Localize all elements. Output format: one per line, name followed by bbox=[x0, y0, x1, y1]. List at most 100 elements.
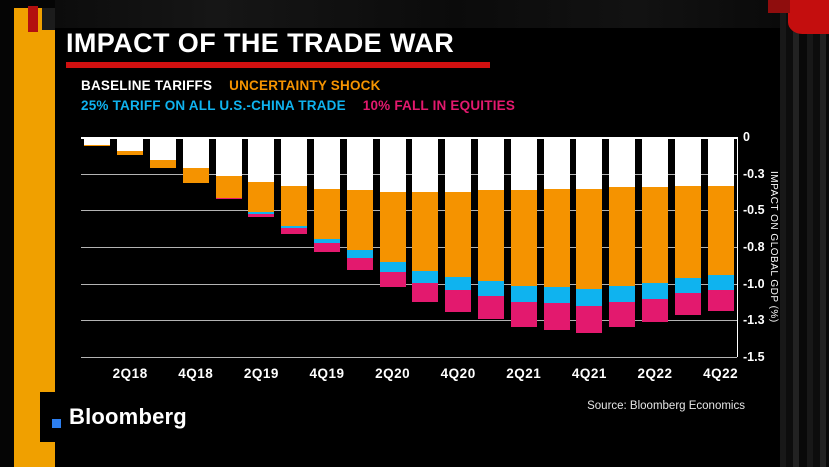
segment-uncertainty-shock bbox=[510, 190, 537, 286]
bar-4q20 bbox=[445, 139, 472, 313]
bloomberg-wordmark: Bloomberg bbox=[69, 404, 187, 429]
gdp-impact-chart-plot bbox=[81, 137, 738, 358]
segment-25-tariff-on-all-u-s-china-trade bbox=[576, 288, 603, 307]
chart-panel: IMPACT OF THE TRADE WAR BASELINE TARIFFS… bbox=[55, 0, 782, 467]
segment-25-tariff-on-all-u-s-china-trade bbox=[379, 262, 406, 273]
x-tick-label: 4Q22 bbox=[703, 366, 739, 381]
segment-10-fall-in-equities bbox=[412, 282, 439, 302]
segment-baseline-tariffs bbox=[445, 139, 472, 192]
x-tick-label: 4Q19 bbox=[309, 366, 345, 381]
segment-baseline-tariffs bbox=[576, 139, 603, 189]
segment-baseline-tariffs bbox=[412, 139, 439, 192]
bar-4q21 bbox=[576, 139, 603, 333]
segment-25-tariff-on-all-u-s-china-trade bbox=[674, 278, 701, 293]
bar-1q21 bbox=[478, 139, 504, 320]
segment-baseline-tariffs bbox=[707, 139, 734, 186]
segment-baseline-tariffs bbox=[543, 139, 570, 189]
segment-25-tariff-on-all-u-s-china-trade bbox=[248, 212, 275, 214]
segment-baseline-tariffs bbox=[215, 139, 242, 176]
background-dark-fragment bbox=[42, 8, 55, 30]
segment-10-fall-in-equities bbox=[478, 295, 504, 320]
left-accent-stripe bbox=[14, 8, 55, 467]
segment-uncertainty-shock bbox=[182, 168, 209, 183]
segment-10-fall-in-equities bbox=[445, 290, 472, 313]
segment-baseline-tariffs bbox=[642, 139, 668, 188]
segment-baseline-tariffs bbox=[84, 139, 111, 145]
segment-10-fall-in-equities bbox=[609, 301, 636, 327]
gridline bbox=[81, 283, 737, 285]
headline: IMPACT OF THE TRADE WAR bbox=[66, 28, 455, 58]
segment-25-tariff-on-all-u-s-china-trade bbox=[314, 238, 340, 244]
segment-uncertainty-shock bbox=[674, 185, 701, 279]
segment-10-fall-in-equities bbox=[576, 306, 603, 333]
segment-uncertainty-shock bbox=[576, 188, 603, 289]
legend-item-fall-in-equities: 10% FALL IN EQUITIES bbox=[362, 98, 516, 113]
segment-uncertainty-shock bbox=[642, 187, 668, 283]
segment-uncertainty-shock bbox=[314, 188, 340, 239]
y-axis-ticks: 0 -0.3 -0.5 -0.8 -1.0 -1.3 -1.5 bbox=[743, 130, 785, 364]
segment-10-fall-in-equities bbox=[642, 298, 668, 323]
bar-4q22 bbox=[707, 139, 734, 311]
segment-10-fall-in-equities bbox=[707, 290, 734, 311]
background-red-strip bbox=[768, 0, 790, 13]
bar-1q19 bbox=[215, 139, 242, 200]
segment-uncertainty-shock bbox=[117, 150, 144, 156]
bloomberg-logo: Bloomberg bbox=[40, 392, 226, 442]
legend-row-2: 25% TARIFF ON ALL U.S.-CHINA TRADE 10% F… bbox=[81, 96, 528, 116]
segment-uncertainty-shock bbox=[84, 144, 111, 147]
segment-uncertainty-shock bbox=[281, 185, 308, 226]
bar-2q20 bbox=[379, 139, 406, 288]
y-tick-label: -0.8 bbox=[743, 240, 765, 254]
bar-4q19 bbox=[314, 139, 340, 252]
bar-3q18 bbox=[150, 139, 176, 169]
segment-25-tariff-on-all-u-s-china-trade bbox=[543, 287, 570, 304]
y-tick-label: -0.5 bbox=[743, 203, 765, 218]
segment-25-tariff-on-all-u-s-china-trade bbox=[445, 276, 472, 291]
gridline bbox=[81, 320, 737, 322]
segment-baseline-tariffs bbox=[478, 139, 504, 191]
segment-baseline-tariffs bbox=[510, 139, 537, 191]
segment-baseline-tariffs bbox=[281, 139, 308, 186]
bar-3q22 bbox=[674, 139, 701, 315]
gridline bbox=[81, 173, 737, 175]
logo-blue-square-icon bbox=[52, 418, 61, 428]
bar-3q21 bbox=[543, 139, 570, 330]
x-axis-ticks: 2Q18 4Q18 2Q19 4Q19 2Q20 4Q20 2Q21 4Q21 2Q22 4Q22 bbox=[81, 366, 739, 384]
segment-25-tariff-on-all-u-s-china-trade bbox=[642, 282, 668, 299]
segment-10-fall-in-equities bbox=[346, 257, 373, 270]
y-tick-label: -1.3 bbox=[743, 313, 765, 328]
source-credit: Source: Bloomberg Economics bbox=[587, 400, 745, 412]
bar-2q21 bbox=[510, 139, 537, 327]
segment-uncertainty-shock bbox=[478, 190, 504, 282]
segment-10-fall-in-equities bbox=[510, 301, 537, 327]
x-tick-label: 4Q18 bbox=[178, 366, 214, 381]
segment-25-tariff-on-all-u-s-china-trade bbox=[412, 270, 439, 283]
segment-uncertainty-shock bbox=[215, 175, 242, 198]
segment-uncertainty-shock bbox=[150, 159, 176, 169]
segment-uncertainty-shock bbox=[445, 191, 472, 277]
segment-25-tariff-on-all-u-s-china-trade bbox=[346, 250, 373, 258]
y-tick-label: -1.0 bbox=[743, 276, 765, 291]
bar-3q19 bbox=[281, 139, 308, 235]
segment-uncertainty-shock bbox=[379, 191, 406, 263]
segment-baseline-tariffs bbox=[150, 139, 176, 160]
bar-2q18 bbox=[117, 139, 144, 156]
segment-uncertainty-shock bbox=[248, 181, 275, 213]
gridline bbox=[81, 357, 737, 358]
bar-1q18 bbox=[84, 139, 111, 147]
gridline bbox=[81, 247, 737, 248]
bar-2q22 bbox=[642, 139, 668, 323]
segment-baseline-tariffs bbox=[674, 139, 701, 186]
bar-2q19 bbox=[248, 139, 275, 217]
legend-item-uncertainty-shock: UNCERTAINTY SHOCK bbox=[229, 78, 381, 93]
gridline bbox=[81, 137, 737, 139]
segment-uncertainty-shock bbox=[412, 191, 439, 271]
legend-item-baseline-tariffs: BASELINE TARIFFS bbox=[81, 78, 213, 93]
x-tick-label: 4Q20 bbox=[440, 366, 476, 381]
segment-10-fall-in-equities bbox=[248, 213, 275, 217]
gridline bbox=[81, 210, 737, 212]
segment-baseline-tariffs bbox=[314, 139, 340, 189]
y-tick-label: 0 bbox=[743, 130, 750, 144]
segment-uncertainty-shock bbox=[609, 187, 636, 286]
